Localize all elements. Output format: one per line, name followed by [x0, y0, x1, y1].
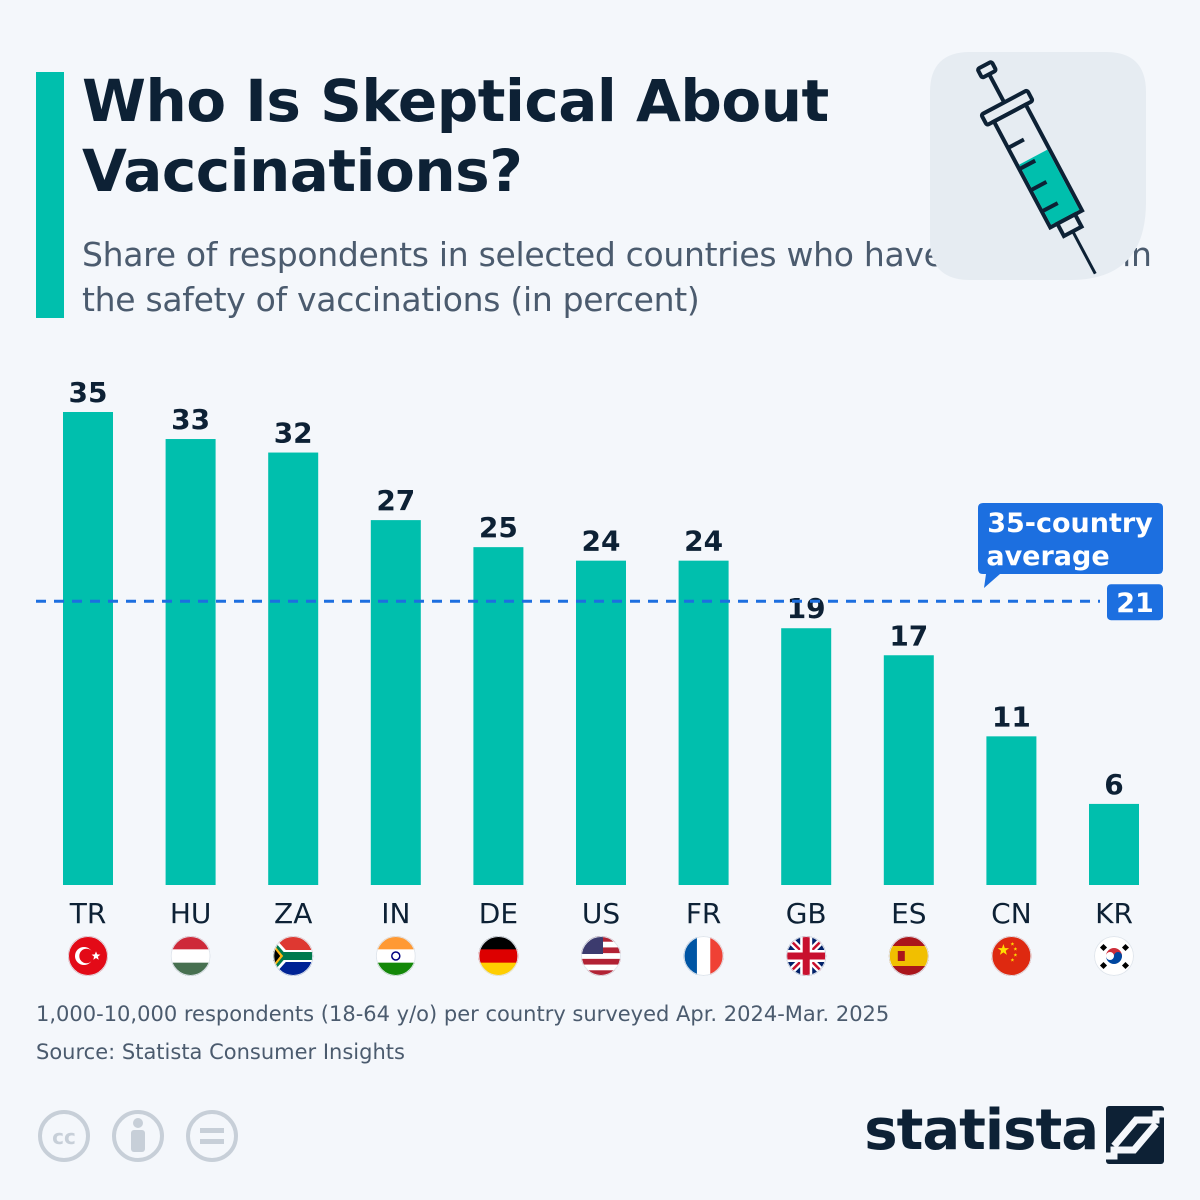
average-label: average	[986, 541, 1109, 572]
bar	[678, 560, 729, 885]
average-value-box	[1107, 584, 1163, 621]
x-tick-label: KR	[1095, 897, 1133, 930]
average-label: 35-country	[987, 508, 1153, 539]
source-note: Source: Statista Consumer Insights	[36, 1040, 405, 1064]
x-tick-label: FR	[686, 897, 722, 930]
data-label: 19	[787, 592, 826, 625]
bar	[473, 547, 524, 885]
bar	[576, 560, 626, 885]
china-flag-icon	[991, 936, 1032, 976]
usa-flag-icon	[581, 936, 621, 976]
statista-logo-icon	[1106, 1106, 1164, 1164]
average-callout	[978, 503, 1163, 588]
data-label: 24	[684, 525, 723, 558]
x-tick-label: GB	[786, 897, 827, 930]
bar	[268, 452, 319, 885]
data-label: 35	[69, 376, 108, 409]
x-tick-label: HU	[170, 897, 212, 930]
cc-icon: cc	[38, 1110, 90, 1162]
page-title: Who Is Skeptical About Vaccinations?	[82, 67, 829, 205]
france-flag-icon	[683, 936, 724, 976]
bar	[165, 439, 216, 885]
syringe-icon	[930, 52, 1146, 280]
x-tick-label: IN	[381, 897, 410, 930]
x-tick-label: TR	[69, 897, 107, 930]
bar	[883, 655, 934, 885]
hungary-flag-icon	[170, 936, 211, 976]
turkey-flag-icon	[68, 936, 108, 976]
svg-text:cc: cc	[52, 1125, 76, 1149]
bar	[986, 736, 1037, 885]
bar-chart: 35 TR 33 HU 32 ZA 27 IN 25 DE 24 US 24 FR 19 GB 17 ES 11 CN…	[36, 376, 1163, 976]
data-label: 25	[479, 511, 518, 544]
no-derivatives-icon	[186, 1110, 238, 1162]
germany-flag-icon	[478, 936, 519, 976]
brand-name: statista	[864, 1098, 1099, 1163]
india-flag-icon	[375, 936, 416, 976]
uk-flag-icon	[786, 936, 827, 976]
spain-flag-icon	[888, 936, 929, 976]
south-korea-flag-icon	[1094, 936, 1134, 976]
data-label: 32	[274, 417, 313, 450]
south-africa-flag-icon	[273, 936, 314, 976]
data-label: 24	[582, 525, 621, 558]
x-tick-label: DE	[479, 897, 518, 930]
accent-bar	[36, 72, 64, 318]
bar	[1089, 803, 1139, 885]
data-label: 17	[889, 619, 928, 652]
data-label: 33	[171, 403, 210, 436]
license-icons: cc	[38, 1110, 238, 1162]
data-label: 27	[376, 484, 415, 517]
data-label: 11	[992, 700, 1031, 733]
bar	[781, 628, 832, 885]
x-tick-label: ES	[891, 897, 926, 930]
footnote: 1,000-10,000 respondents (18-64 y/o) per…	[36, 1002, 890, 1026]
x-tick-label: ZA	[274, 897, 312, 930]
x-tick-label: US	[582, 897, 620, 930]
attribution-icon	[112, 1110, 164, 1162]
bar	[370, 520, 421, 885]
bar	[63, 412, 113, 885]
x-tick-label: CN	[991, 897, 1032, 930]
data-label: 6	[1104, 768, 1123, 801]
average-value: 21	[1116, 588, 1154, 619]
